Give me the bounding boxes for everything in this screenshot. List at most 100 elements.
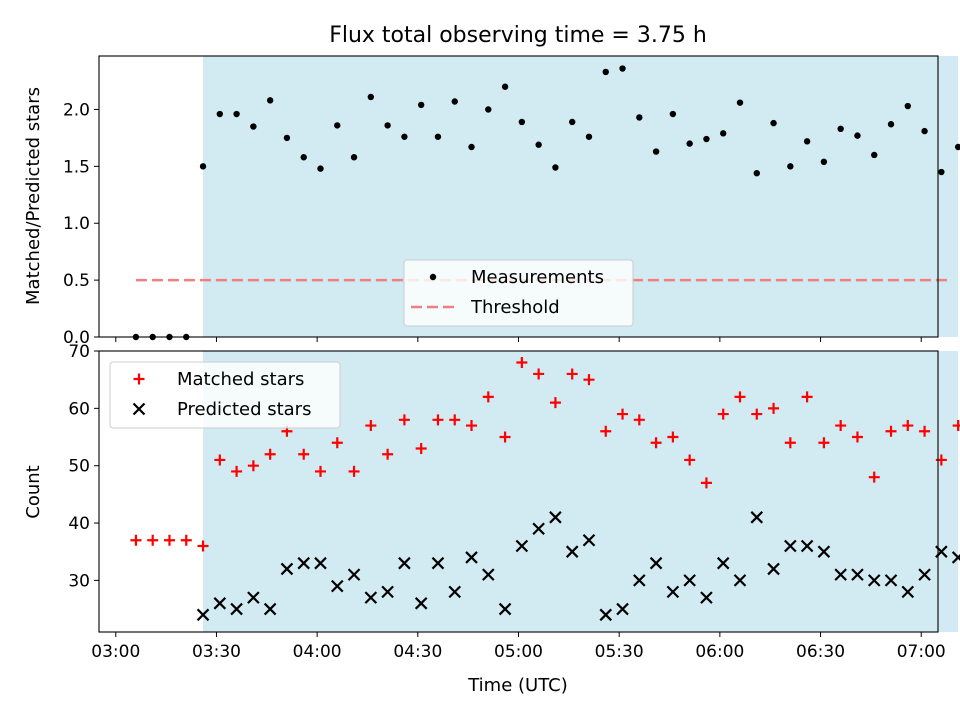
bottom-y-tick-label: 60 — [68, 399, 90, 419]
bottom-plus-point — [533, 368, 545, 380]
bottom-x-point — [247, 591, 260, 604]
top-point — [837, 125, 844, 133]
top-y-tick-label: 1.5 — [63, 157, 90, 177]
top-point — [602, 68, 609, 76]
top-point — [451, 98, 458, 105]
bottom-x-point — [633, 574, 646, 587]
top-point — [720, 130, 727, 137]
bottom-plus-point — [516, 356, 528, 368]
legend-dot-marker — [429, 273, 437, 281]
top-point — [518, 118, 526, 126]
bottom-plus-point — [449, 414, 461, 426]
bottom-plus-point — [331, 437, 343, 449]
bottom-plus-point — [314, 465, 326, 477]
bottom-plus-point — [432, 414, 444, 426]
top-point — [904, 102, 911, 110]
bottom-plus-point — [231, 465, 243, 477]
x-tick-label: 05:30 — [595, 642, 644, 662]
top-point — [401, 133, 408, 140]
bottom-x-point — [851, 568, 864, 581]
top-point — [434, 133, 442, 140]
top-point — [501, 83, 509, 90]
x-tick-label: 06:00 — [695, 642, 744, 662]
x-tick-label: 05:00 — [494, 642, 543, 662]
bottom-y-tick-label: 70 — [68, 342, 90, 362]
top-point — [854, 132, 861, 139]
bottom-x-point — [498, 602, 512, 616]
top-point — [384, 122, 391, 129]
bottom-x-point — [549, 511, 562, 524]
top-point — [300, 154, 307, 161]
bottom-plus-point — [147, 534, 159, 546]
bottom-x-point — [532, 522, 545, 536]
top-point — [954, 143, 960, 151]
legend-label: Predicted stars — [177, 399, 311, 420]
x-tick-label: 04:30 — [393, 642, 442, 662]
bottom-plus-point — [247, 460, 259, 472]
legend-label: Matched stars — [177, 369, 304, 390]
bottom-plus-point — [600, 425, 612, 437]
bottom-x-point — [196, 608, 210, 622]
bottom-plus-point — [466, 420, 478, 432]
bottom-x-point — [616, 602, 629, 616]
bottom-plus-point — [482, 391, 494, 403]
top-point — [736, 99, 744, 106]
top-legend-box — [403, 259, 634, 327]
bottom-x-point — [700, 591, 713, 604]
legend-x-marker — [132, 402, 146, 416]
bottom-x-point — [297, 556, 310, 570]
bottom-plus-point — [700, 477, 712, 489]
bottom-plus-point — [180, 534, 192, 546]
bottom-x-point — [465, 551, 478, 564]
bottom-plus-point — [398, 414, 410, 426]
bottom-x-point — [649, 556, 663, 570]
bottom-plus-point — [583, 374, 595, 386]
x-tick-label: 07:00 — [897, 642, 946, 662]
bottom-plus-point — [835, 420, 847, 432]
top-point — [686, 140, 693, 147]
top-point — [199, 163, 207, 170]
bottom-plus-point — [197, 540, 209, 552]
top-legend: Measurements Threshold — [403, 259, 634, 327]
top-point — [367, 93, 375, 101]
bottom-series-matched-stars — [130, 356, 960, 552]
top-point — [216, 110, 224, 118]
top-y-tick-label: 1.0 — [63, 214, 90, 234]
x-axis-label: Time (UTC) — [467, 675, 568, 696]
bottom-x-point — [213, 597, 227, 610]
bottom-x-point — [381, 585, 394, 599]
bottom-x-point — [951, 551, 960, 564]
bottom-plus-point — [784, 437, 796, 449]
bottom-plus-point — [264, 448, 276, 460]
top-point — [233, 110, 240, 118]
bottom-x-point — [364, 591, 378, 604]
top-point — [568, 118, 576, 126]
bottom-plus-point — [902, 420, 914, 432]
bottom-plus-point — [751, 408, 763, 420]
top-point — [803, 138, 811, 145]
legend-label: Threshold — [470, 297, 560, 318]
top-point — [350, 154, 358, 161]
top-point — [250, 123, 257, 130]
bottom-plus-point — [633, 414, 645, 426]
top-panel-y-label: Matched/Predicted stars — [23, 87, 44, 305]
bottom-plus-point — [617, 408, 629, 420]
bottom-plus-point — [919, 425, 931, 437]
top-point — [636, 114, 643, 121]
bottom-plus-point — [415, 442, 427, 454]
top-point — [417, 101, 425, 109]
bottom-plus-point — [298, 448, 310, 460]
legend-label: Measurements — [471, 267, 604, 288]
bottom-x-point — [800, 539, 814, 553]
bottom-x-point — [817, 545, 831, 558]
top-point — [938, 168, 945, 176]
bottom-plus-point — [885, 425, 897, 437]
bottom-x-point — [683, 574, 696, 587]
bottom-plus-point — [365, 420, 377, 432]
bottom-x-point — [784, 539, 797, 553]
bottom-plus-point — [667, 431, 679, 443]
bottom-panel-y-label: Count — [23, 465, 44, 518]
top-point — [753, 169, 760, 177]
top-point — [770, 119, 777, 127]
